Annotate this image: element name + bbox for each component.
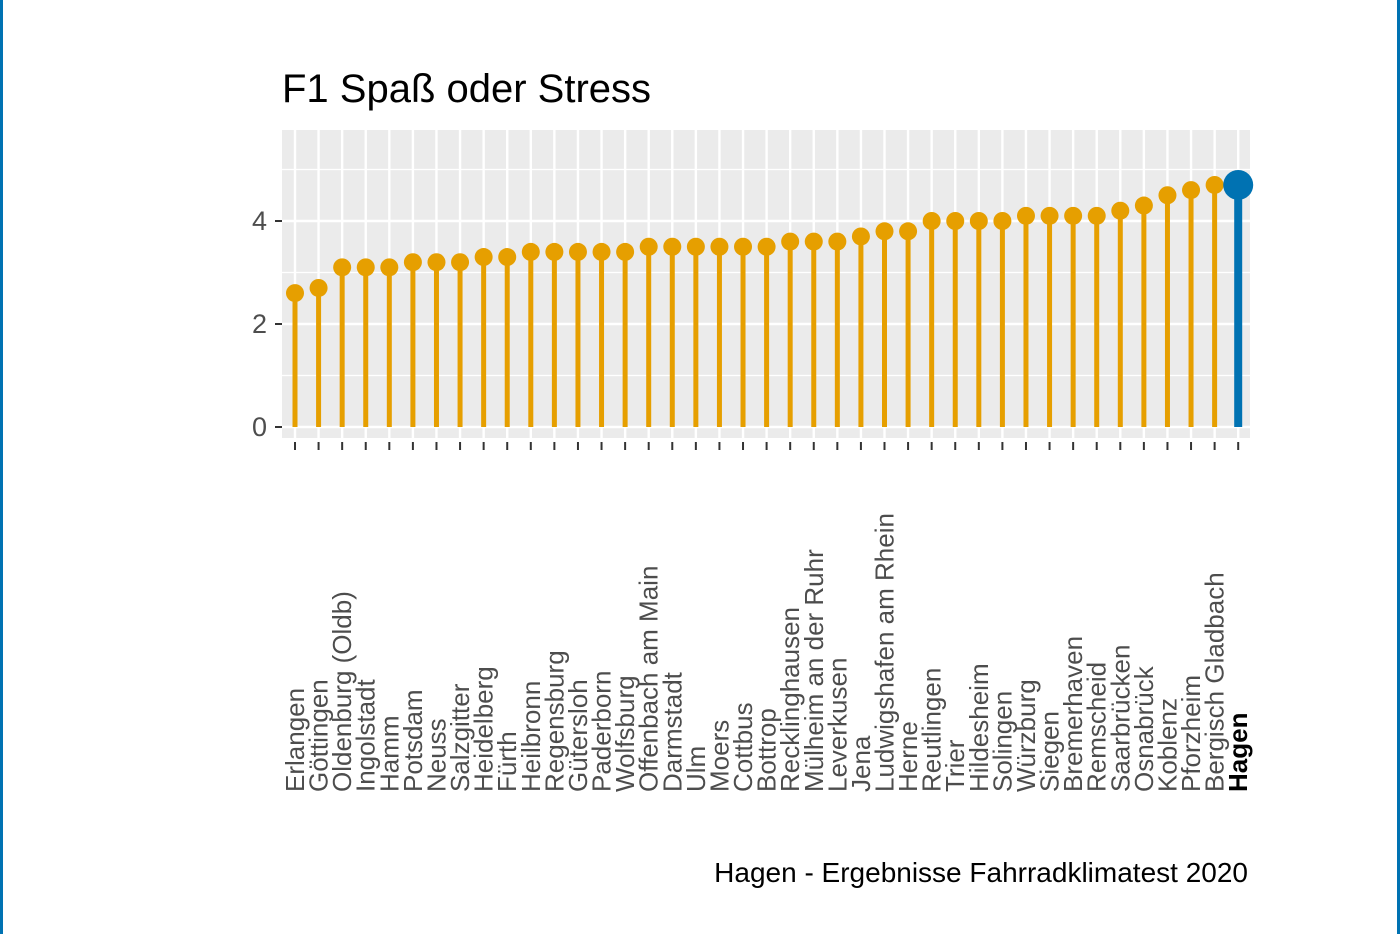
data-point	[1182, 181, 1201, 200]
x-tick-label: Siegen	[1035, 711, 1065, 792]
x-tick-label: Paderborn	[587, 671, 617, 792]
data-point	[1064, 206, 1083, 225]
x-tick-label: Neuss	[421, 718, 451, 792]
data-point	[1205, 175, 1224, 194]
x-tick-label: Solingen	[987, 691, 1017, 792]
data-point	[734, 237, 753, 256]
x-tick-label: Osnabrück	[1129, 665, 1159, 792]
points	[286, 169, 1254, 303]
data-point	[616, 242, 635, 261]
x-tick-label: Moers	[704, 720, 734, 792]
data-point	[804, 232, 823, 251]
data-point	[710, 237, 729, 256]
data-point	[1111, 201, 1130, 220]
data-point	[922, 212, 941, 230]
x-tick-label: Göttingen	[304, 679, 334, 792]
data-point	[686, 237, 705, 256]
data-point	[946, 212, 965, 230]
x-tick-label: Darmstadt	[657, 671, 687, 792]
data-point	[1134, 196, 1153, 215]
chart-caption: Hagen - Ergebnisse Fahrradklimatest 2020	[714, 857, 1248, 888]
data-point	[639, 237, 658, 256]
x-tick-label: Mülheim an der Ruhr	[799, 549, 829, 792]
y-tick-label: 2	[252, 309, 267, 339]
data-point	[545, 242, 564, 261]
data-point	[1158, 186, 1177, 205]
x-tick-label: Ingolstadt	[351, 678, 381, 792]
data-point	[1016, 206, 1035, 225]
data-point	[1223, 169, 1254, 200]
data-point	[403, 253, 422, 272]
x-tick-label: Ulm	[681, 746, 711, 792]
data-point	[521, 242, 540, 261]
data-point	[568, 242, 587, 261]
data-point	[356, 258, 375, 277]
x-tick-label: Hamm	[374, 715, 404, 792]
x-tick-label: Gütersloh	[563, 679, 593, 792]
x-tick-label: Herne	[893, 721, 923, 792]
x-tick-label: Cottbus	[728, 702, 758, 792]
x-tick-label: Koblenz	[1152, 698, 1182, 792]
left-border	[0, 0, 3, 934]
data-point	[592, 242, 611, 261]
data-point	[1040, 206, 1059, 225]
data-point	[451, 253, 470, 272]
x-tick-label: Bergisch Gladbach	[1200, 572, 1230, 792]
x-tick-label: Hildesheim	[964, 663, 994, 792]
x-tick-label: Saarbrücken	[1105, 645, 1135, 792]
data-point	[969, 212, 988, 230]
y-axis: 0 2 4	[252, 206, 282, 442]
x-tick-label: Bremerhaven	[1058, 636, 1088, 792]
data-point	[757, 237, 776, 256]
right-border	[1397, 0, 1400, 934]
x-tick-label: Bottrop	[752, 708, 782, 792]
x-tick-label: Ludwigshafen am Rhein	[870, 513, 900, 792]
data-point	[498, 248, 517, 267]
x-tick-label: Reutlingen	[917, 668, 947, 792]
x-tick-label: Jena	[846, 735, 876, 792]
data-point	[993, 212, 1012, 230]
data-point	[899, 222, 918, 241]
data-point	[380, 258, 399, 277]
stems	[292, 184, 1243, 427]
data-point	[851, 227, 870, 246]
data-point	[828, 232, 847, 251]
x-tick-label: Salzgitter	[445, 683, 475, 792]
x-tick-label: Trier	[940, 739, 970, 792]
x-tick-label: Heidelberg	[469, 666, 499, 792]
x-tick-label: Recklinghausen	[775, 607, 805, 792]
data-point	[427, 253, 446, 272]
data-point	[663, 237, 682, 256]
x-tick-label: Würzburg	[1011, 679, 1041, 792]
y-tick-label: 0	[252, 412, 267, 442]
x-tick-label: Wolfsburg	[610, 675, 640, 792]
y-tick-label: 4	[252, 206, 267, 236]
data-point	[309, 278, 328, 297]
data-point	[781, 232, 800, 251]
x-tick-label: Hagen	[1223, 713, 1253, 792]
x-tick-label: Pforzheim	[1176, 675, 1206, 792]
x-tick-label: Offenbach am Main	[634, 566, 664, 792]
x-tick-label: Potsdam	[398, 689, 428, 792]
x-tick-label: Oldenburg (Oldb)	[327, 591, 357, 792]
x-tick-label: Leverkusen	[822, 658, 852, 792]
x-tick-label: Remscheid	[1082, 662, 1112, 792]
data-point	[474, 248, 493, 267]
chart-title: F1 Spaß oder Stress	[282, 67, 651, 111]
data-point	[286, 284, 304, 303]
x-tick-label: Fürth	[492, 731, 522, 792]
x-tick-label: Regensburg	[539, 650, 569, 792]
x-tick-label: Heilbronn	[516, 681, 546, 792]
data-point	[875, 222, 894, 241]
data-point	[333, 258, 352, 277]
data-point	[1087, 206, 1106, 225]
x-tick-label: Erlangen	[280, 688, 310, 792]
